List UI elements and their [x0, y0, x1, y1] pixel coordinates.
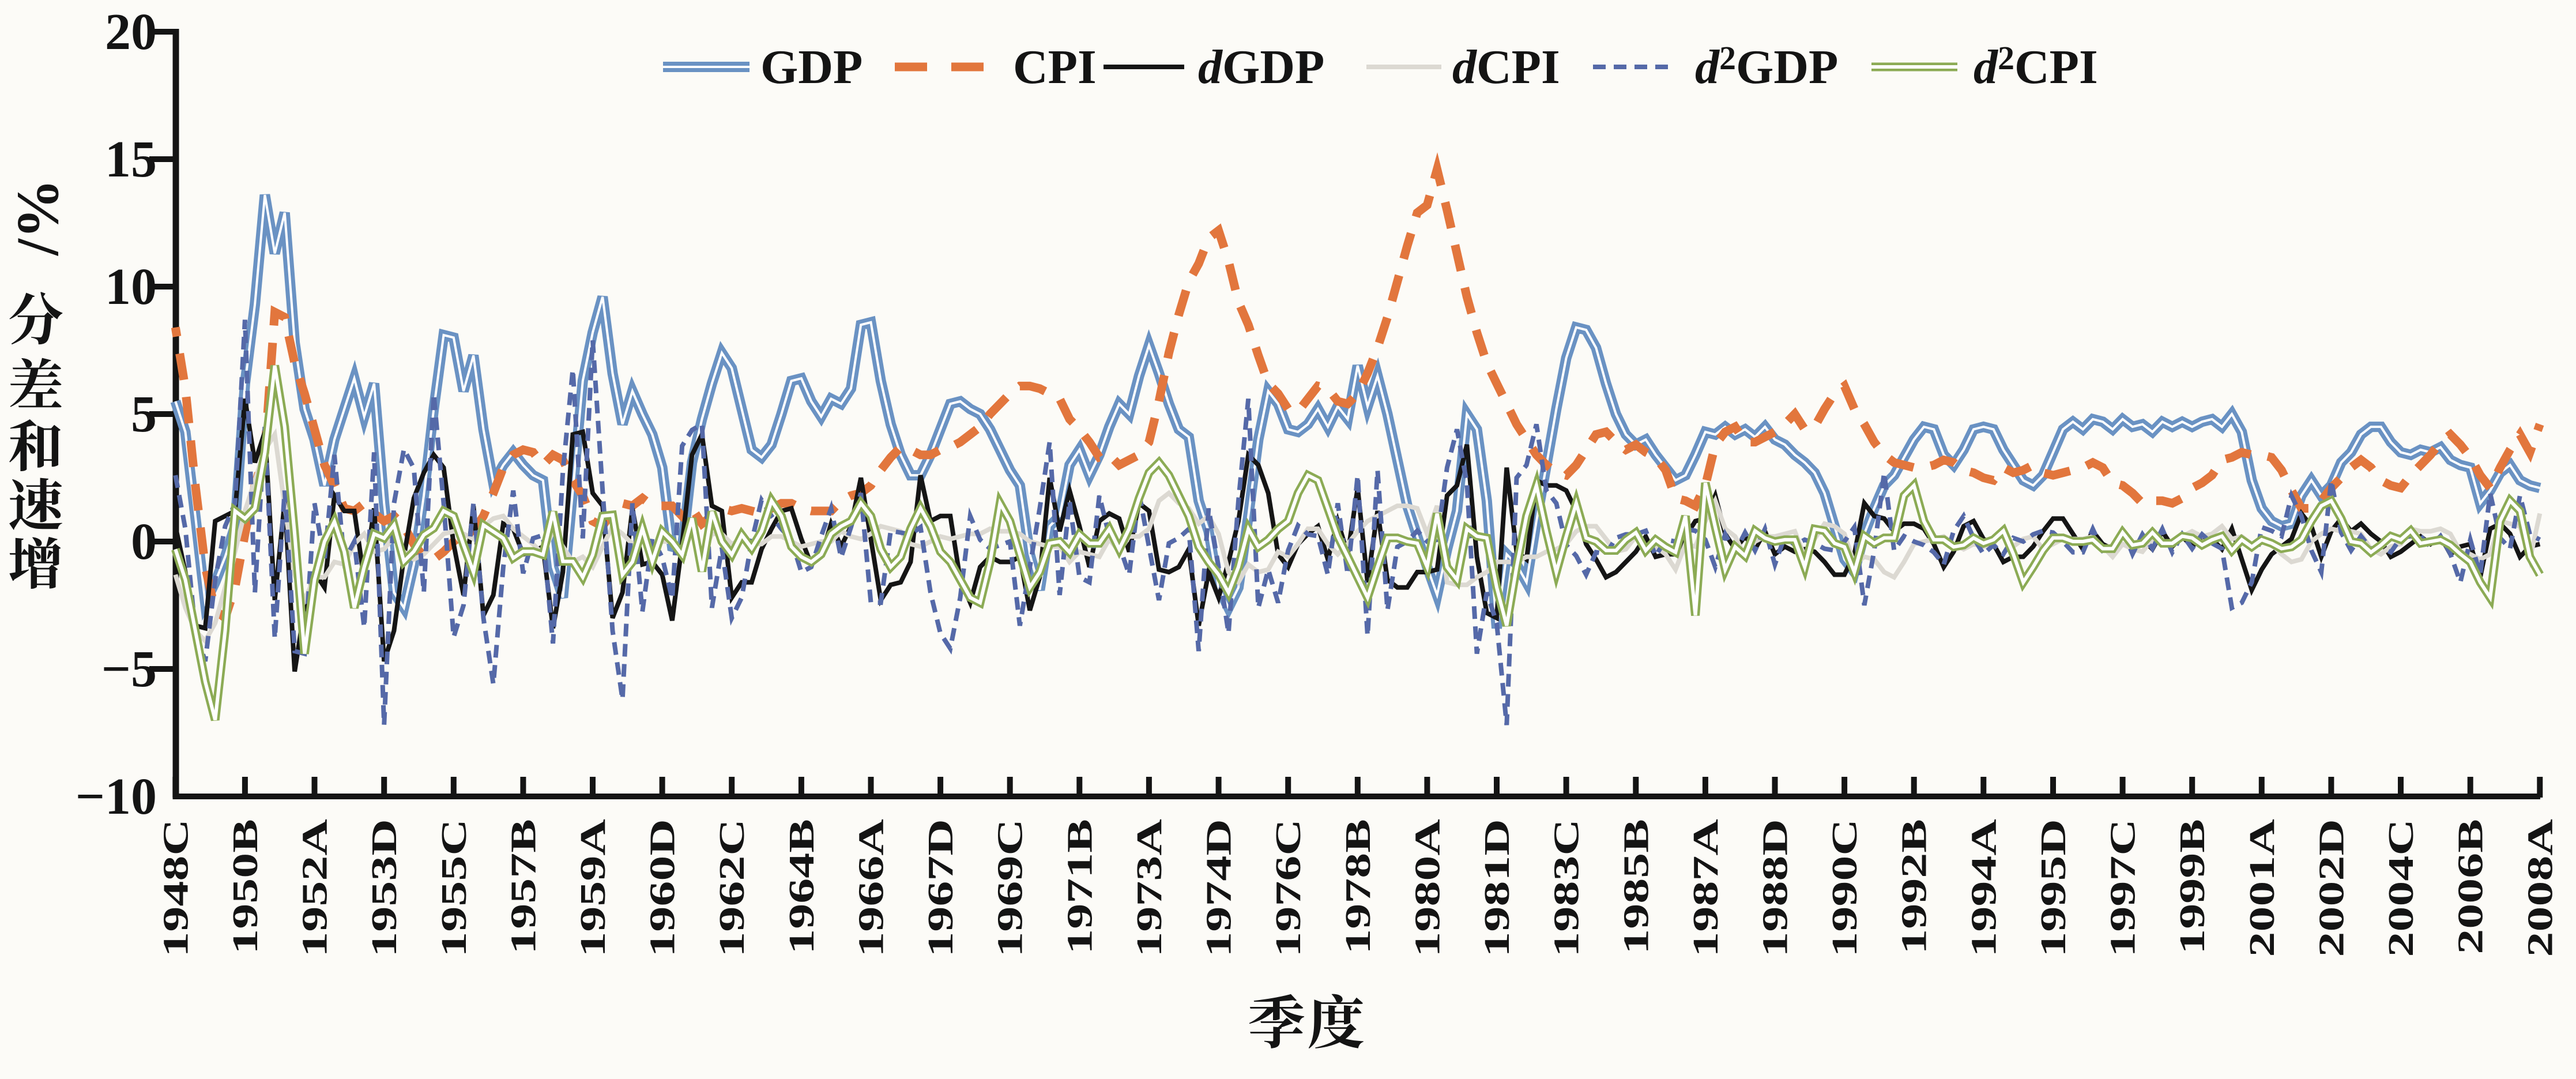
svg-text:dCPI: dCPI — [1452, 40, 1560, 94]
svg-text:5: 5 — [131, 386, 157, 443]
svg-text:CPI: CPI — [1013, 40, 1097, 94]
svg-text:1988D: 1988D — [1756, 819, 1795, 957]
svg-text:1967D: 1967D — [921, 819, 961, 957]
svg-text:1992B: 1992B — [1895, 819, 1934, 954]
svg-text:1978B: 1978B — [1338, 819, 1377, 954]
svg-text:1966A: 1966A — [852, 819, 891, 957]
svg-text:2006B: 2006B — [2451, 819, 2490, 954]
svg-text:15: 15 — [105, 131, 157, 188]
svg-text:2008A: 2008A — [2521, 819, 2560, 957]
svg-text:1952A: 1952A — [295, 819, 334, 957]
svg-text:1994A: 1994A — [1964, 819, 2003, 957]
svg-text:1981D: 1981D — [1477, 819, 1516, 957]
svg-text:1962C: 1962C — [713, 819, 752, 957]
svg-text:2002D: 2002D — [2312, 819, 2351, 957]
svg-text:2001A: 2001A — [2242, 819, 2281, 957]
svg-text:10: 10 — [105, 258, 157, 315]
svg-text:1976C: 1976C — [1269, 819, 1308, 957]
svg-text:GDP: GDP — [760, 40, 863, 94]
svg-text:1973A: 1973A — [1129, 819, 1169, 957]
svg-text:−10: −10 — [76, 768, 157, 825]
svg-text:1999B: 1999B — [2173, 819, 2212, 954]
svg-text:1997C: 1997C — [2103, 819, 2142, 957]
svg-text:1960D: 1960D — [643, 819, 682, 957]
svg-text:0: 0 — [131, 513, 157, 570]
svg-text:1983C: 1983C — [1547, 819, 1586, 957]
svg-text:dGDP: dGDP — [1198, 40, 1324, 94]
svg-text:/%: /% — [5, 179, 71, 257]
svg-text:1950B: 1950B — [225, 819, 265, 954]
svg-text:d2GDP: d2GDP — [1695, 39, 1838, 94]
svg-text:1959A: 1959A — [573, 819, 612, 957]
svg-text:1964B: 1964B — [782, 819, 821, 954]
svg-text:1953D: 1953D — [365, 819, 404, 957]
svg-text:d2CPI: d2CPI — [1974, 39, 2098, 94]
svg-text:1990C: 1990C — [1825, 819, 1865, 957]
svg-text:1987A: 1987A — [1686, 819, 1725, 957]
svg-text:1980A: 1980A — [1408, 819, 1447, 957]
svg-text:1948C: 1948C — [156, 819, 195, 957]
svg-text:1985B: 1985B — [1617, 819, 1656, 954]
svg-text:−5: −5 — [101, 641, 157, 698]
svg-text:20: 20 — [105, 3, 157, 61]
svg-text:1974D: 1974D — [1199, 819, 1238, 957]
svg-text:1969C: 1969C — [991, 819, 1030, 957]
svg-text:1955C: 1955C — [434, 819, 473, 957]
svg-text:1971B: 1971B — [1060, 819, 1099, 954]
svg-text:2004C: 2004C — [2381, 819, 2420, 957]
svg-text:1957B: 1957B — [504, 819, 543, 954]
svg-text:1995D: 1995D — [2033, 819, 2073, 957]
